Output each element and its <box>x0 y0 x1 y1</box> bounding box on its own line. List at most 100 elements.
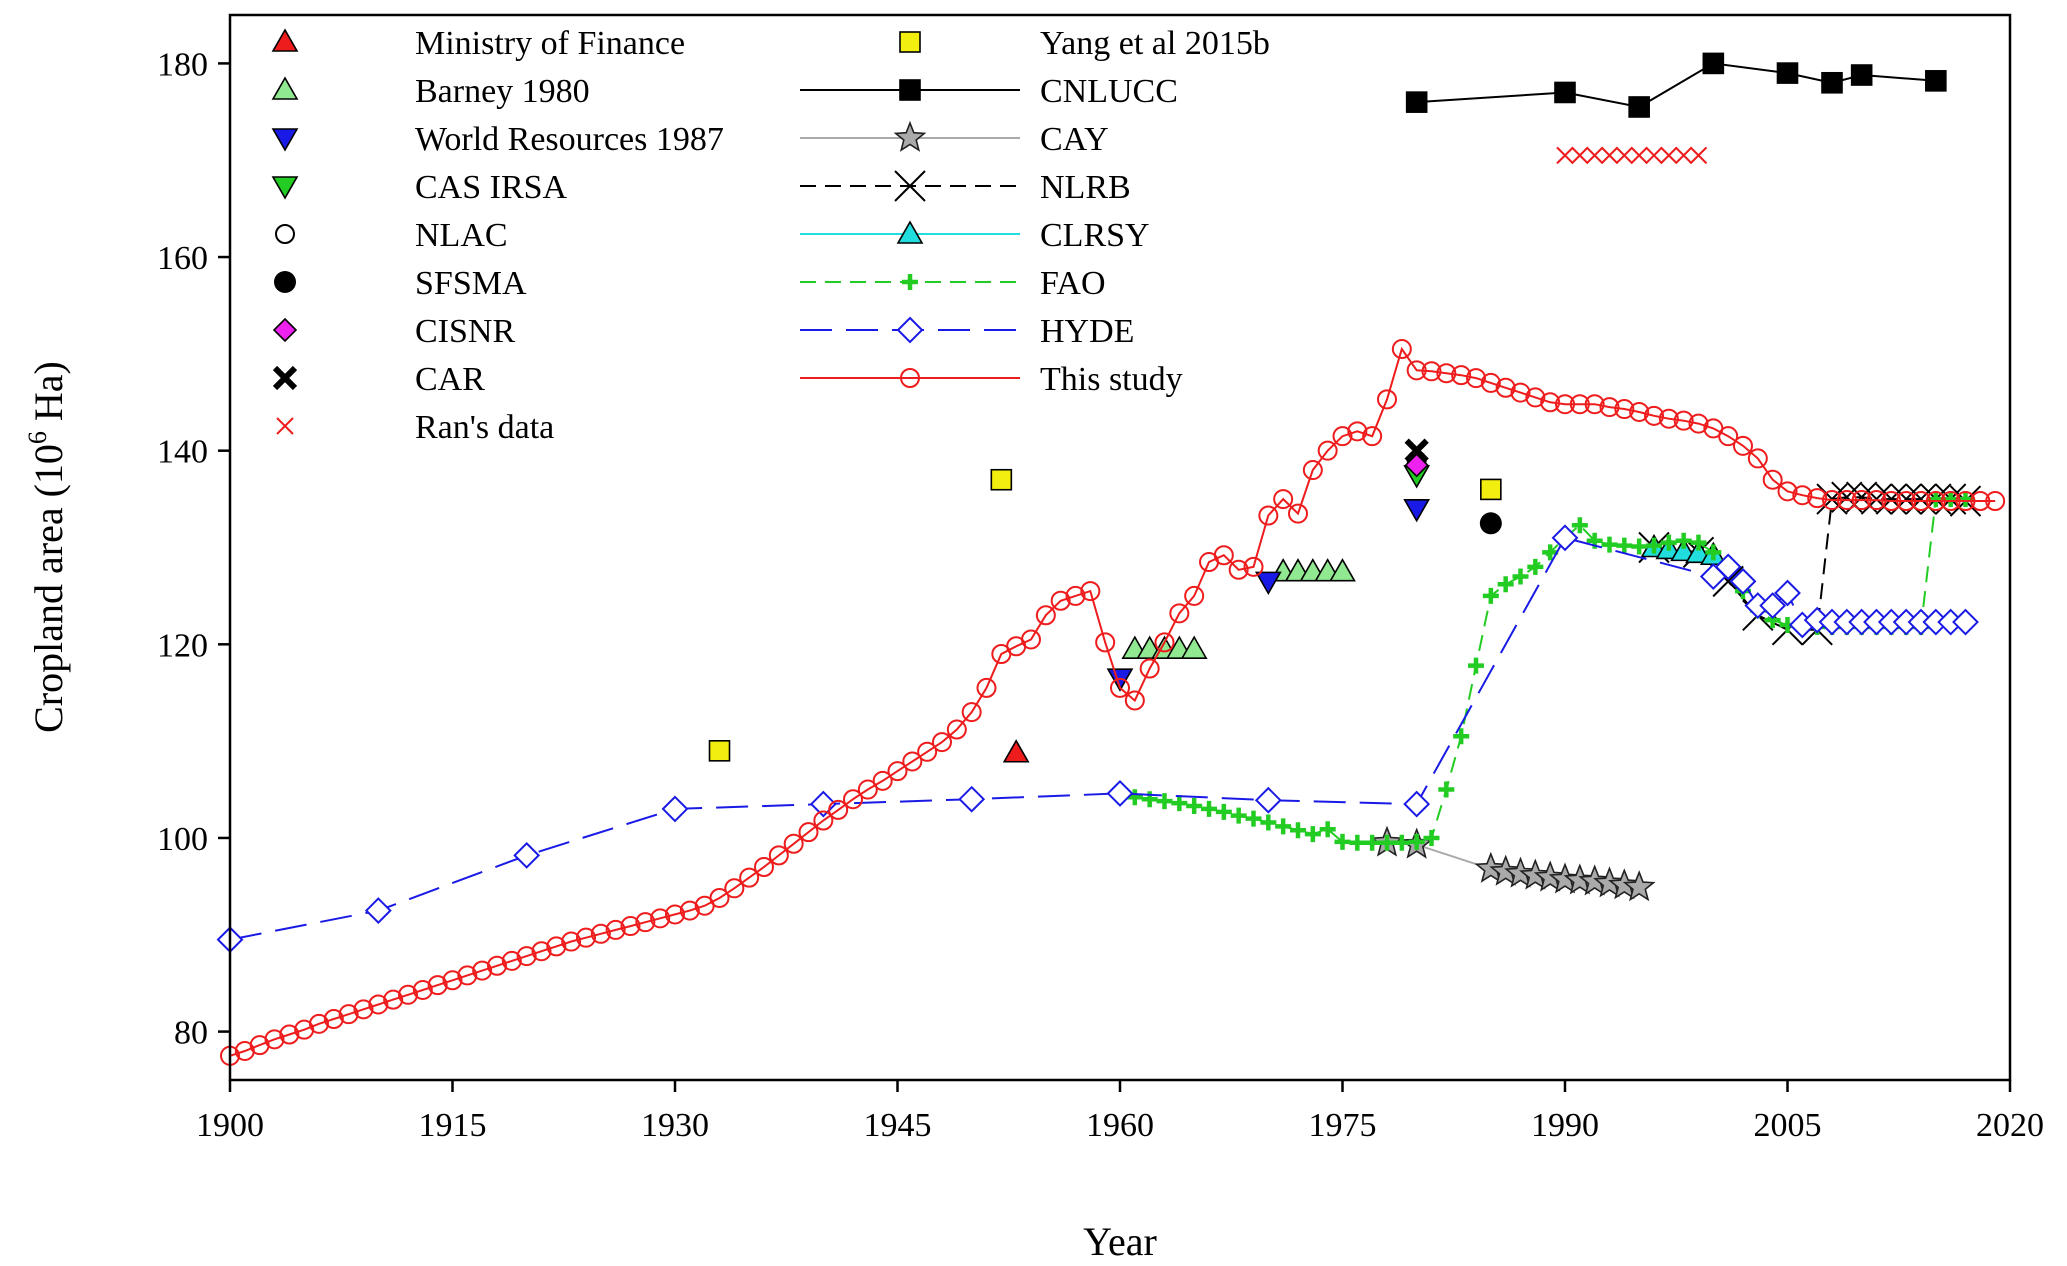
ran-s-data-point <box>1630 146 1648 165</box>
clrsy-point <box>1670 537 1698 562</box>
cnlucc-point <box>1925 70 1947 92</box>
this-study-line <box>229 346 1996 1057</box>
this-study-point <box>798 822 819 843</box>
this-study-point <box>1866 490 1887 511</box>
fao-point <box>1290 822 1306 839</box>
this-study-point <box>1451 365 1472 386</box>
this-study-point <box>1288 503 1308 524</box>
cnlucc-point <box>1554 81 1576 104</box>
legend-item-ran-s-data: Ran's data <box>276 409 554 446</box>
clrsy-point <box>1685 539 1712 564</box>
hyde-point <box>1952 608 1979 636</box>
fao-point <box>1571 517 1588 534</box>
fao-point <box>1497 576 1514 593</box>
this-study-point <box>1065 585 1086 606</box>
fao-point <box>1616 537 1633 554</box>
this-study-point <box>1718 426 1739 447</box>
this-study-point <box>1985 491 2006 512</box>
yang-et-al-2015b-point <box>1480 478 1502 501</box>
this-study-point <box>1658 408 1679 429</box>
this-study-point <box>917 741 938 762</box>
world-resources-1987-point <box>1403 498 1431 523</box>
fao-point <box>1215 803 1232 820</box>
legend-label: CNLUCC <box>1040 73 1178 110</box>
ran-s-data-point <box>1600 146 1619 165</box>
hyde-point <box>1759 592 1787 620</box>
this-study-point <box>1302 460 1323 481</box>
this-study-point <box>1733 435 1753 456</box>
this-study-point <box>1807 488 1828 509</box>
this-study-point <box>264 1029 285 1050</box>
legend-marker <box>271 128 299 152</box>
legend: Ministry of Finance Barney 1980 World Reso… <box>271 25 1270 446</box>
legend-marker <box>274 271 296 293</box>
x-tick-label: 1900 <box>196 1107 264 1144</box>
this-study-point <box>1688 413 1709 434</box>
this-study-point <box>1925 491 1946 512</box>
ministry-of-finance-point <box>1002 739 1030 763</box>
this-study-point <box>487 955 507 976</box>
y-tick-label: 120 <box>157 627 208 664</box>
this-study-point <box>1955 491 1976 512</box>
this-study-point <box>309 1013 329 1034</box>
legend-label: NLAC <box>415 217 508 254</box>
car-point <box>1404 438 1429 463</box>
legend-item-ministry-of-finance: Ministry of Finance <box>271 25 685 62</box>
legend-marker <box>896 316 924 344</box>
this-study-point <box>976 677 997 698</box>
series-sfsma <box>1479 512 1502 535</box>
legend-item-yang-et-al-2015b: Yang et al 2015b <box>899 25 1270 62</box>
legend-label: CLRSY <box>1040 217 1150 254</box>
legend-marker <box>900 368 920 388</box>
y-axis-title-tail: Ha) <box>26 361 71 431</box>
this-study-point <box>1258 505 1279 526</box>
fao-point <box>1260 814 1277 831</box>
legend-item-nlrb: NLRB <box>800 169 1131 206</box>
hyde-point <box>1774 579 1801 607</box>
axis-layer: 1900 1915 1930 1945 1960 1975 1990 2005 2020 80 10… <box>157 46 2044 1144</box>
this-study-point <box>1317 440 1338 461</box>
legend-label: Ran's data <box>415 409 554 446</box>
fao-point <box>1423 829 1440 846</box>
series-ran-s-data <box>1556 146 1708 165</box>
legend-item-clrsy: CLRSY <box>800 217 1150 254</box>
fao-point <box>1601 536 1618 553</box>
this-study-point <box>279 1024 300 1045</box>
fao-point <box>1349 834 1366 851</box>
ran-s-data-point <box>1689 146 1708 165</box>
legend-marker <box>893 120 927 152</box>
y-tick-label: 100 <box>157 821 208 858</box>
series-world-resources-1987 <box>1106 498 1431 692</box>
legend-item-car: CAR <box>272 361 485 398</box>
this-study-point <box>1970 491 1991 512</box>
fao-point <box>1379 834 1395 851</box>
y-tick-label: 180 <box>157 46 208 83</box>
this-study-point <box>1911 491 1931 512</box>
this-study-point <box>1436 363 1457 384</box>
this-study-point <box>620 916 641 937</box>
legend-item-cay: CAY <box>800 120 1109 158</box>
fao-point <box>1631 538 1648 555</box>
legend-label: NLRB <box>1040 169 1131 206</box>
legend-marker <box>271 28 299 52</box>
this-study-point <box>1466 368 1486 389</box>
legend-item-cas-irsa: CAS IRSA <box>271 169 568 206</box>
legend-label: SFSMA <box>415 265 527 302</box>
legend-label: This study <box>1040 361 1183 398</box>
fao-point <box>1186 798 1203 815</box>
this-study-point <box>783 833 804 854</box>
this-study-point <box>1406 360 1427 381</box>
legend-item-world-resources-1987: World Resources 1987 <box>271 121 724 158</box>
this-study-point <box>1569 394 1590 415</box>
legend-item-barney-1980: Barney 1980 <box>271 73 590 110</box>
this-study-point <box>1762 469 1783 490</box>
this-study-point <box>1495 377 1516 398</box>
fao-point <box>1364 834 1381 851</box>
legend-marker <box>902 274 918 290</box>
this-study-point <box>843 789 863 810</box>
cnlucc-point <box>1628 96 1650 118</box>
this-study-point <box>813 810 834 831</box>
this-study-point <box>1510 382 1531 403</box>
ran-s-data-point <box>1645 146 1663 165</box>
hyde-point <box>661 795 689 823</box>
